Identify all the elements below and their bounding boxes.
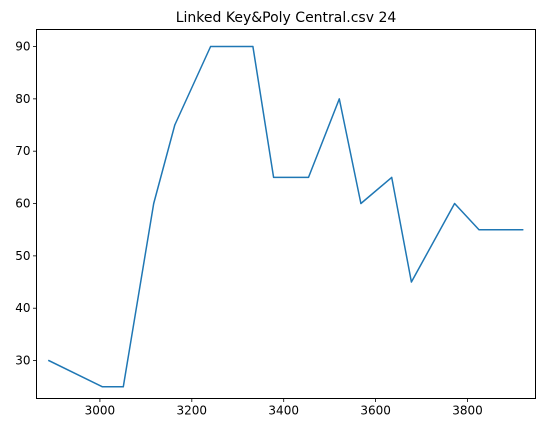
y-tick-label: 60	[15, 197, 30, 211]
x-tick-label: 3200	[177, 404, 208, 418]
y-tick-label: 40	[15, 301, 30, 315]
data-point	[308, 177, 309, 178]
data-point	[174, 124, 175, 125]
y-tick-label: 30	[15, 354, 30, 368]
y-tick-label: 70	[15, 144, 30, 158]
chart-title: Linked Key&Poly Central.csv 24	[176, 10, 397, 26]
y-tick-label: 90	[15, 40, 30, 54]
data-point	[102, 386, 103, 387]
data-point	[360, 203, 361, 204]
x-tick-label: 3400	[268, 404, 299, 418]
data-point	[454, 203, 455, 204]
data-point	[273, 177, 274, 178]
data-point	[153, 203, 154, 204]
x-tick-label: 3000	[85, 404, 116, 418]
data-point	[411, 281, 412, 282]
data-point	[522, 229, 523, 230]
data-point	[48, 360, 49, 361]
y-tick-label: 80	[15, 92, 30, 106]
x-tick-label: 3600	[360, 404, 391, 418]
y-tick-label: 50	[15, 249, 30, 263]
x-tick-label: 3800	[452, 404, 483, 418]
data-point	[391, 177, 392, 178]
data-point	[339, 98, 340, 99]
data-point	[210, 46, 211, 47]
data-point	[252, 46, 253, 47]
data-point	[123, 386, 124, 387]
data-point	[478, 229, 479, 230]
